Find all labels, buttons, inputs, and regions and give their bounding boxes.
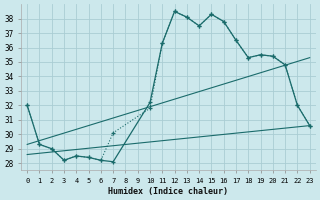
X-axis label: Humidex (Indice chaleur): Humidex (Indice chaleur) [108, 187, 228, 196]
